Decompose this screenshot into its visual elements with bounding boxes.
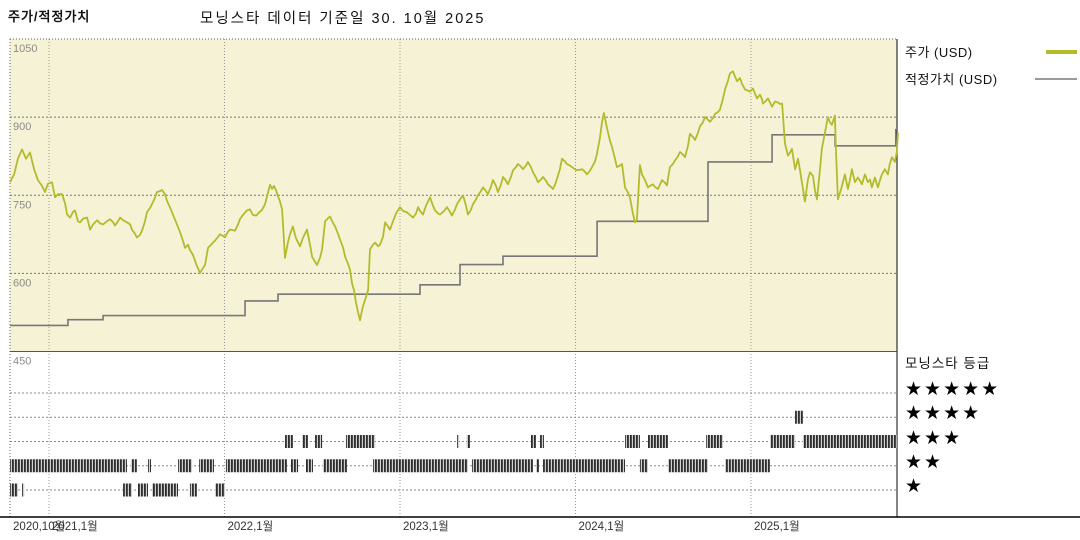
- rating-segment-3star: [315, 435, 323, 448]
- rating-segment-3star: [457, 435, 460, 448]
- legend-item-fair-value: 적정가치 (USD): [905, 65, 1077, 92]
- y-tick-label: 450: [13, 356, 31, 368]
- rating-segment-2star: [10, 459, 127, 473]
- x-tick-label: 2020,10월: [13, 520, 65, 533]
- rating-segment-3star: [540, 435, 544, 448]
- rating-segment-2star: [291, 459, 299, 473]
- y-tick-label: 1050: [13, 43, 37, 55]
- rating-segment-3star: [769, 435, 796, 448]
- rating-segment-1star: [152, 483, 178, 497]
- rating-segment-3star: [302, 435, 309, 448]
- rating-legend-title: 모닝스타 등급: [905, 356, 991, 371]
- legend-fair-value-label: 적정가치 (USD): [905, 72, 998, 87]
- rating-segment-2star: [667, 459, 709, 473]
- rating-segment-2star: [725, 459, 770, 473]
- rating-segment-3star: [285, 435, 293, 448]
- rating-segment-1star: [215, 483, 226, 497]
- rating-segment-2star: [543, 459, 625, 473]
- rating-segment-3star: [647, 435, 668, 448]
- rating-segment-2star: [372, 459, 468, 473]
- rating-segment-3star: [466, 435, 471, 448]
- page-title: 주가/적정가치: [8, 9, 91, 24]
- rating-segment-2star: [225, 459, 287, 473]
- rating-segment-2star: [639, 459, 648, 473]
- rating-segment-2star: [130, 459, 137, 473]
- rating-segment-1star: [21, 483, 25, 497]
- rating-segment-2star: [199, 459, 214, 473]
- chart-legend: 주가 (USD) 적정가치 (USD): [905, 38, 1077, 92]
- rating-legend: 모닝스타 등급 ★★★★★ ★★★★ ★★★ ★★ ★: [905, 352, 1077, 499]
- rating-stars-1: ★: [905, 476, 925, 498]
- rating-segment-3star: [802, 435, 897, 448]
- rating-segment-3star: [345, 435, 376, 448]
- rating-segment-2star: [536, 459, 539, 473]
- rating-segment-2star: [177, 459, 193, 473]
- x-tick-label: 2025,1월: [754, 520, 800, 533]
- x-tick-label: 2023,1월: [403, 520, 449, 533]
- price-line-swatch: [1046, 49, 1077, 54]
- rating-stars-2: ★★: [905, 451, 944, 473]
- rating-history-bars: [10, 410, 897, 497]
- rating-segment-1star: [123, 483, 133, 497]
- y-tick-label: 600: [13, 277, 31, 289]
- rating-segment-2star: [322, 459, 347, 473]
- rating-star-rows: ★★★★★ ★★★★ ★★★ ★★ ★: [905, 378, 1077, 499]
- rating-segment-2star: [471, 459, 534, 473]
- rating-segment-1star: [189, 483, 197, 497]
- y-tick-label: 750: [13, 199, 31, 211]
- rating-segment-2star: [147, 459, 151, 473]
- rating-segment-1star: [137, 483, 148, 497]
- rating-segment-1star: [10, 483, 18, 497]
- x-tick-label: 2024,1월: [579, 520, 625, 533]
- rating-stars-4: ★★★★: [905, 403, 982, 425]
- x-tick-label: 2022,1월: [228, 520, 274, 533]
- y-tick-label: 900: [13, 121, 31, 133]
- legend-item-price: 주가 (USD): [905, 38, 1077, 65]
- rating-stars-3: ★★★: [905, 427, 963, 449]
- rating-segment-3star: [530, 435, 537, 448]
- rating-segment-3star: [706, 435, 723, 448]
- price-line: [9, 70, 899, 322]
- rating-stars-5: ★★★★★: [905, 379, 1001, 400]
- legend-price-label: 주가 (USD): [905, 45, 973, 60]
- fair-value-line-swatch: [1035, 77, 1077, 80]
- chart-title: 모닝스타 데이터 기준일 30. 10월 2025: [200, 11, 486, 27]
- x-tick-label: 2021,1월: [52, 520, 98, 533]
- rating-segment-4star: [795, 410, 803, 424]
- rating-segment-3star: [624, 435, 640, 448]
- rating-segment-2star: [305, 459, 313, 473]
